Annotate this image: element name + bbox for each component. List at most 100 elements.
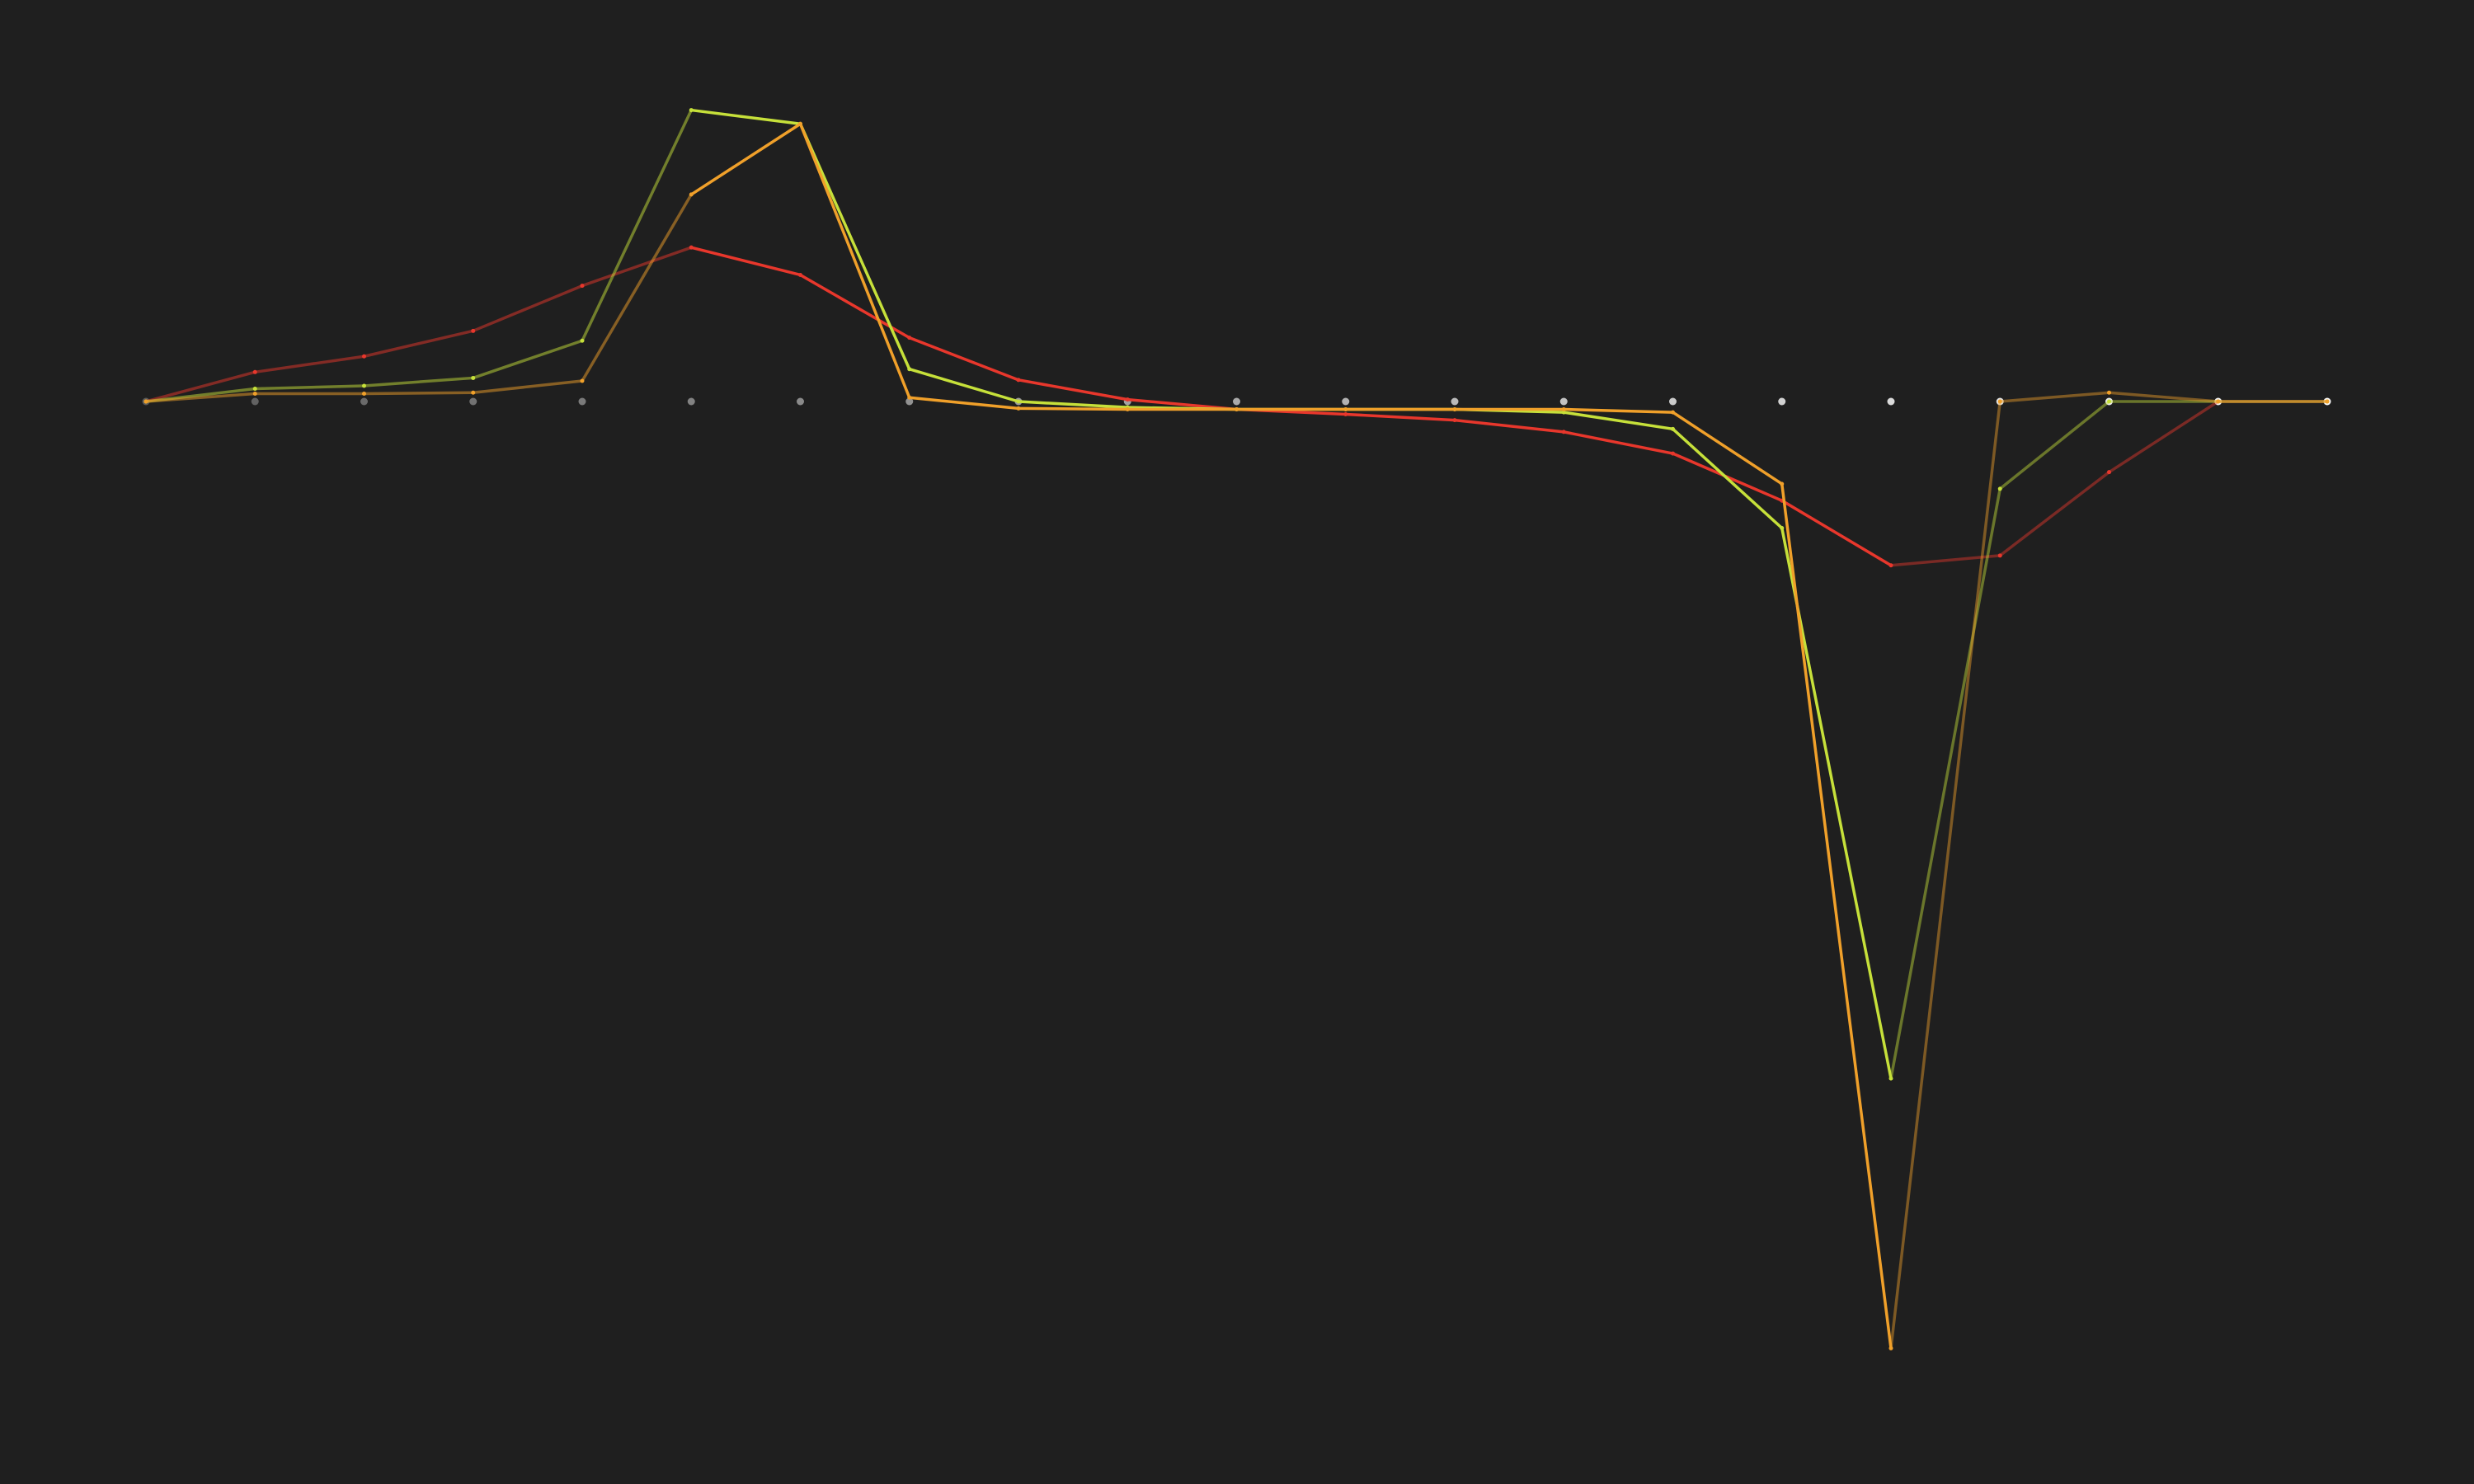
series-segment — [472, 284, 584, 333]
data-point — [362, 391, 366, 396]
series-segment — [689, 122, 802, 196]
series-segment — [1889, 554, 2001, 567]
series-segment — [253, 355, 366, 374]
data-point — [362, 383, 366, 388]
series-segment — [1017, 406, 1129, 411]
series-segment — [253, 384, 366, 391]
data-point — [2107, 399, 2111, 404]
series-segment — [362, 391, 475, 396]
series-segment — [362, 376, 475, 387]
data-point — [1235, 407, 1239, 412]
series-line — [143, 121, 2330, 1350]
data-point — [1343, 407, 1348, 412]
data-point — [1561, 430, 1566, 434]
data-point — [2216, 399, 2221, 404]
baseline-marker — [1887, 397, 1895, 406]
data-point — [252, 369, 257, 374]
baseline-marker — [797, 397, 804, 406]
data-point — [1671, 410, 1675, 415]
series-segment — [1889, 400, 2001, 1350]
baseline-marker — [251, 397, 259, 406]
data-point — [252, 391, 257, 396]
data-point — [1343, 411, 1348, 416]
series-segment — [581, 193, 693, 383]
data-point — [1452, 407, 1457, 412]
data-point — [1997, 399, 2002, 404]
data-point — [252, 387, 257, 392]
series-segment — [908, 396, 1020, 411]
data-point — [1016, 399, 1021, 404]
series-segment — [1671, 427, 1784, 530]
data-point — [1016, 406, 1021, 411]
baseline-marker — [1778, 397, 1786, 406]
baseline-marker — [360, 397, 368, 406]
data-point — [689, 108, 694, 113]
baseline-marker — [1669, 397, 1677, 406]
series-segment — [581, 246, 693, 288]
series-segment — [362, 329, 475, 359]
series-segment — [472, 339, 584, 380]
data-point — [471, 390, 476, 395]
data-point — [1888, 563, 1893, 568]
data-point — [1888, 1076, 1893, 1081]
baseline-marker — [905, 397, 914, 406]
series-line — [143, 108, 2330, 1081]
series-lines — [143, 108, 2330, 1350]
data-point — [1780, 526, 1785, 531]
data-point — [1997, 486, 2002, 491]
series-segment — [1562, 407, 1675, 414]
data-point — [1671, 451, 1675, 456]
series-segment — [1889, 487, 2001, 1080]
data-point — [1997, 553, 2002, 558]
data-point — [143, 399, 148, 404]
data-point — [1888, 1345, 1893, 1350]
baseline-marker — [1451, 397, 1459, 406]
data-point — [1452, 418, 1457, 423]
series-segment — [1562, 430, 1675, 455]
data-point — [798, 121, 802, 126]
baseline-marker — [1559, 397, 1568, 406]
series-segment — [1017, 378, 1129, 402]
series-segment — [798, 122, 911, 399]
data-point — [907, 395, 912, 400]
data-point — [2325, 399, 2330, 404]
data-point — [471, 375, 476, 380]
series-segment — [1562, 411, 1675, 431]
series-segment — [689, 108, 802, 125]
data-point — [2107, 390, 2111, 395]
series-segment — [1453, 418, 1565, 434]
data-point — [362, 354, 366, 359]
series-segment — [1998, 400, 2111, 491]
data-point — [798, 272, 802, 277]
data-point — [689, 245, 694, 250]
data-point — [580, 338, 585, 343]
series-segment — [472, 379, 584, 395]
baseline-marker — [578, 397, 586, 406]
data-point — [689, 192, 694, 197]
data-point — [1780, 481, 1785, 486]
series-segment — [144, 392, 256, 403]
series-segment — [2107, 400, 2220, 474]
data-point — [1125, 407, 1130, 412]
series-segment — [2107, 391, 2220, 403]
series-segment — [908, 336, 1020, 382]
baseline-marker — [687, 397, 695, 406]
series-segment — [1671, 411, 1784, 486]
series-segment — [689, 246, 802, 277]
data-point — [1671, 426, 1675, 431]
data-point — [1016, 378, 1021, 383]
series-segment — [798, 122, 911, 371]
data-point — [907, 367, 912, 372]
series-segment — [1017, 400, 1129, 409]
series-segment — [581, 108, 693, 342]
data-point — [1561, 407, 1566, 412]
baseline-marker — [469, 397, 477, 406]
data-point — [580, 284, 585, 289]
data-point — [907, 336, 912, 340]
data-point — [2107, 470, 2111, 475]
data-point — [471, 328, 476, 333]
data-point — [1125, 397, 1130, 402]
series-segment — [1998, 470, 2111, 557]
